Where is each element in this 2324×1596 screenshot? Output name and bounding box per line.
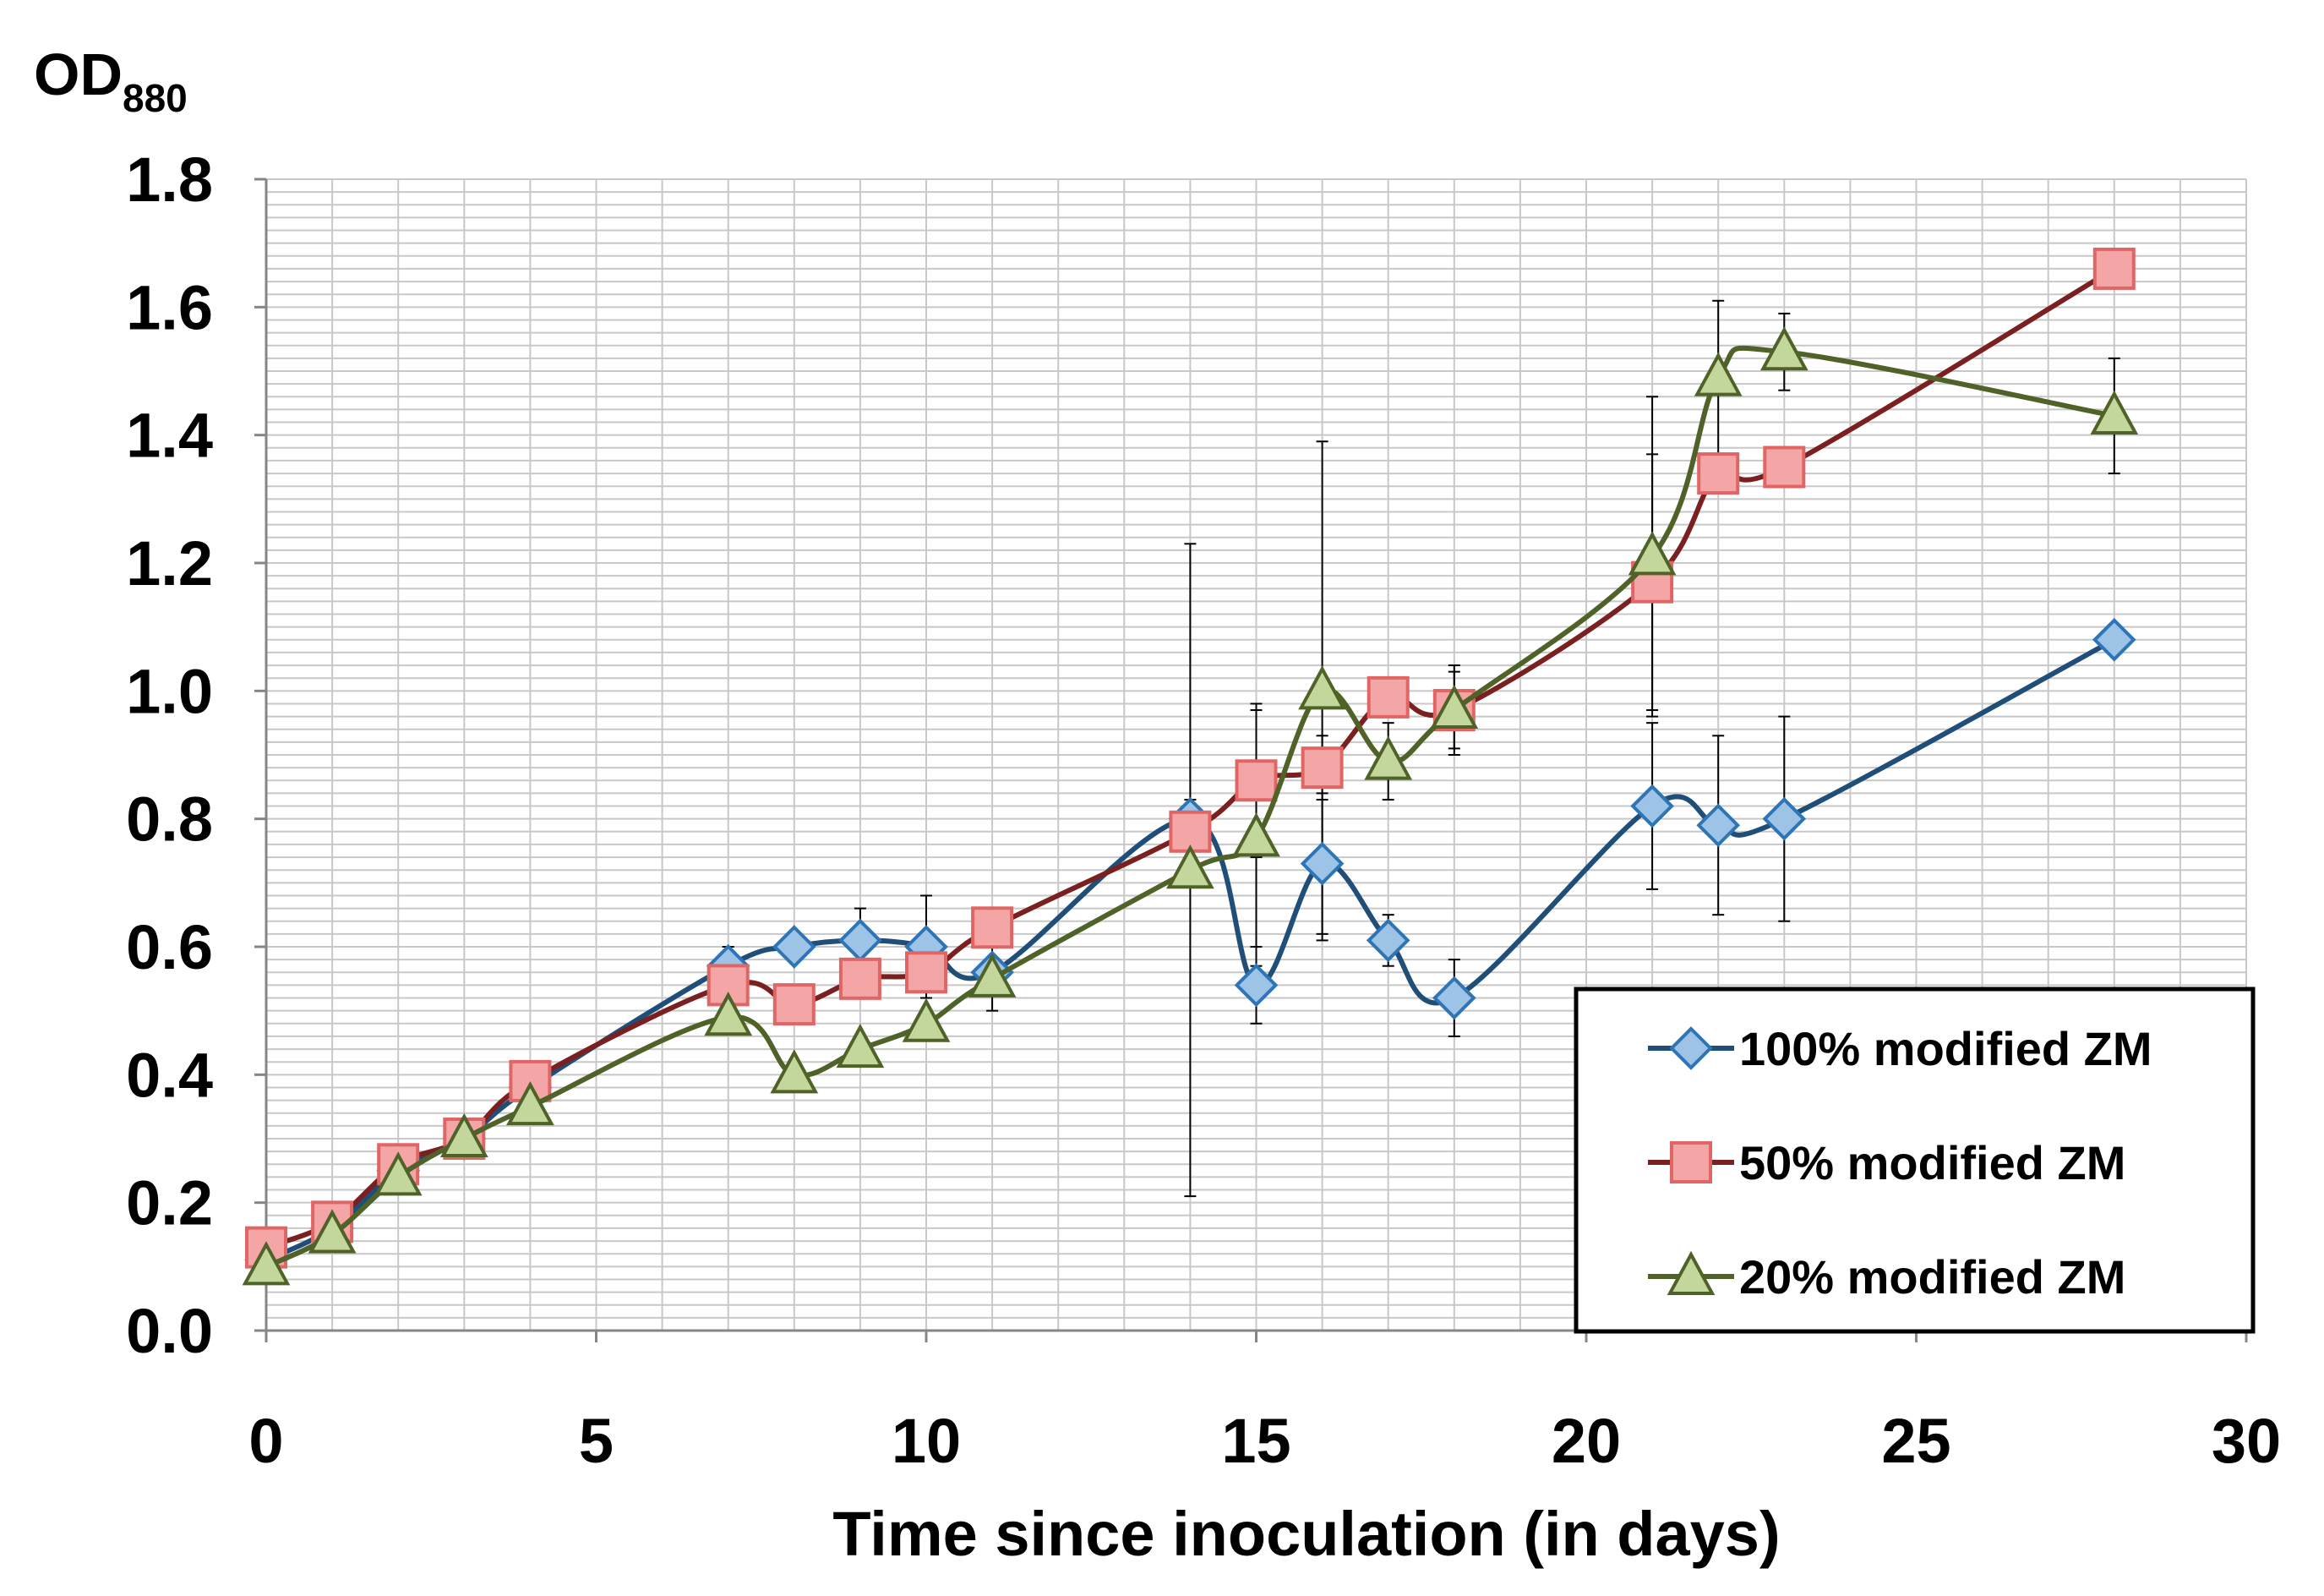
data-point-100-modified-zm [1432, 976, 1476, 1020]
data-point-50-modified-zm [1367, 675, 1410, 719]
data-point-20-modified-zm [308, 1209, 357, 1254]
x-axis-title: Time since inoculation (in days) [832, 1499, 1780, 1569]
x-tick-label: 25 [1881, 1406, 1950, 1476]
x-tick-label: 30 [2212, 1406, 2281, 1476]
data-point-100-modified-zm [1300, 841, 1345, 886]
y-tick-label: 1.0 [126, 656, 213, 726]
data-point-100-modified-zm [2092, 617, 2136, 662]
x-tick-label: 15 [1221, 1406, 1290, 1476]
data-point-20-modified-zm [704, 992, 753, 1036]
y-tick-label: 0.4 [126, 1040, 213, 1110]
data-point-20-modified-zm [2090, 390, 2139, 435]
axes [254, 178, 2248, 1342]
tick-labels: 0.0 0.2 0.4 0.6 0.8 1.0 1.2 1.4 1.6 1.8 0 5 10 15 20 25… [126, 145, 2281, 1476]
y-tick-label: 1.6 [126, 272, 213, 342]
series-group [242, 247, 2139, 1286]
y-tick-label: 1.2 [126, 528, 213, 598]
data-point-20-modified-zm [1694, 352, 1743, 396]
data-point-100-modified-zm [772, 925, 816, 969]
data-point-20-modified-zm [902, 998, 951, 1042]
x-tick-label: 0 [248, 1406, 283, 1476]
x-tick-label: 5 [579, 1406, 614, 1476]
y-tick-label: 1.8 [126, 145, 213, 215]
data-point-50-modified-zm [838, 957, 881, 1000]
data-point-20-modified-zm [1759, 326, 1808, 371]
data-point-50-modified-zm [509, 1059, 552, 1102]
data-point-50-modified-zm [1235, 759, 1278, 802]
data-point-100-modified-zm [838, 918, 882, 963]
y-tick-label: 0.2 [126, 1168, 213, 1238]
data-point-50-modified-zm [772, 983, 816, 1026]
data-point-20-modified-zm [374, 1151, 423, 1196]
data-point-100-modified-zm [1762, 796, 1807, 841]
legend-label: 50% modified ZM [1739, 1136, 2125, 1189]
data-point-50-modified-zm [1301, 746, 1344, 790]
legend: 100% modified ZM 50% modified ZM 20% modif… [1574, 987, 2256, 1334]
series-20-modified-zm [242, 326, 2139, 1286]
data-point-50-modified-zm [2092, 247, 2136, 290]
y-axis-label: OD880 [34, 41, 188, 120]
data-point-20-modified-zm [836, 1023, 885, 1069]
x-tick-label: 20 [1552, 1406, 1621, 1476]
data-point-20-modified-zm [1232, 812, 1280, 857]
data-point-50-modified-zm [905, 951, 947, 994]
data-point-20-modified-zm [1430, 684, 1479, 730]
data-point-50-modified-zm [1697, 452, 1740, 495]
legend-marker [1667, 1250, 1716, 1295]
data-point-50-modified-zm [706, 964, 750, 1007]
data-point-100-modified-zm [1696, 803, 1741, 848]
data-point-20-modified-zm [439, 1112, 488, 1157]
data-point-20-modified-zm [770, 1049, 819, 1094]
data-point-20-modified-zm [242, 1241, 291, 1286]
data-point-50-modified-zm [971, 906, 1014, 949]
legend-label: 20% modified ZM [1739, 1250, 2125, 1304]
x-tick-label: 10 [892, 1406, 961, 1476]
data-point-50-modified-zm [1763, 445, 1806, 489]
data-point-20-modified-zm [506, 1080, 554, 1126]
y-tick-label: 0.6 [126, 912, 213, 982]
legend-marker [1670, 1141, 1712, 1183]
data-point-20-modified-zm [1298, 665, 1346, 710]
legend-marker [1669, 1026, 1713, 1070]
legend-label: 100% modified ZM [1739, 1022, 2152, 1075]
data-point-100-modified-zm [1630, 784, 1674, 828]
data-point-20-modified-zm [1364, 735, 1413, 780]
data-point-20-modified-zm [968, 953, 1017, 998]
data-point-100-modified-zm [1366, 918, 1410, 963]
y-tick-label: 1.4 [126, 401, 213, 471]
data-point-20-modified-zm [1166, 844, 1214, 889]
data-point-20-modified-zm [1628, 531, 1677, 576]
y-tick-label: 0.0 [126, 1296, 213, 1366]
data-point-100-modified-zm [1234, 963, 1279, 1008]
y-tick-label: 0.8 [126, 784, 213, 855]
